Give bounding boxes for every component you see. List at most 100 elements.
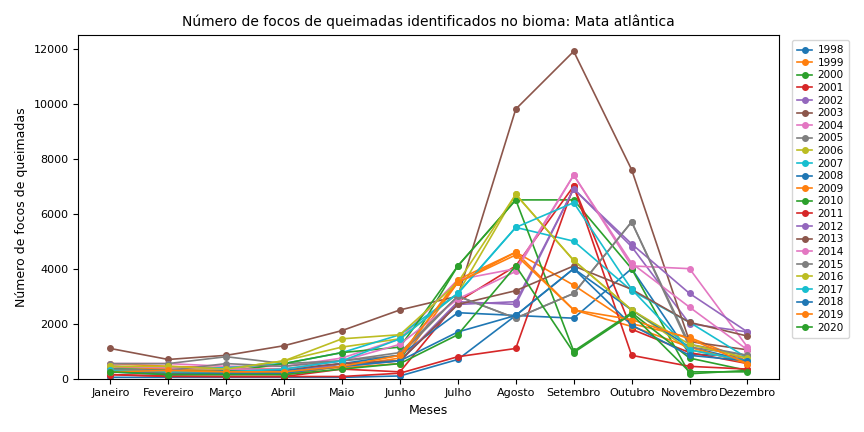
2013 xyxy=(221,369,232,375)
2015 xyxy=(511,316,521,321)
2016 xyxy=(453,280,463,285)
2002 xyxy=(453,302,463,307)
2005 xyxy=(221,354,232,359)
2007 xyxy=(742,356,753,361)
2006 xyxy=(221,366,232,372)
2000 xyxy=(511,197,521,203)
2018 xyxy=(221,371,232,376)
2001 xyxy=(684,350,695,355)
2011 xyxy=(163,374,174,379)
1998 xyxy=(163,375,174,380)
2003 xyxy=(569,49,579,54)
2019 xyxy=(684,336,695,341)
2000 xyxy=(626,266,637,271)
2016 xyxy=(395,332,405,337)
2012 xyxy=(163,371,174,376)
2009 xyxy=(279,372,289,377)
2020 xyxy=(279,372,289,377)
2001 xyxy=(626,327,637,332)
2017 xyxy=(279,366,289,372)
2015 xyxy=(453,294,463,299)
2018 xyxy=(395,358,405,363)
2009 xyxy=(626,324,637,329)
2004 xyxy=(279,364,289,369)
2000 xyxy=(395,358,405,363)
2016 xyxy=(684,342,695,347)
1998 xyxy=(337,375,347,380)
2008 xyxy=(337,361,347,366)
2017 xyxy=(163,369,174,375)
Line: 1998: 1998 xyxy=(107,266,750,380)
2012 xyxy=(569,186,579,191)
2008 xyxy=(221,368,232,373)
Line: 2007: 2007 xyxy=(107,225,750,372)
2000 xyxy=(105,366,116,372)
2016 xyxy=(511,192,521,197)
2018 xyxy=(569,266,579,271)
2009 xyxy=(337,364,347,369)
2018 xyxy=(163,372,174,377)
2010 xyxy=(337,350,347,355)
2005 xyxy=(569,291,579,296)
2001 xyxy=(569,184,579,189)
2016 xyxy=(163,364,174,369)
2000 xyxy=(279,371,289,376)
2002 xyxy=(395,358,405,363)
2000 xyxy=(569,197,579,203)
2008 xyxy=(105,366,116,372)
2005 xyxy=(453,294,463,299)
Line: 2010: 2010 xyxy=(107,197,750,375)
2017 xyxy=(221,369,232,375)
2011 xyxy=(569,184,579,189)
2008 xyxy=(395,353,405,358)
2020 xyxy=(221,372,232,377)
2013 xyxy=(569,264,579,269)
2019 xyxy=(163,368,174,373)
2019 xyxy=(337,364,347,369)
X-axis label: Meses: Meses xyxy=(410,404,448,417)
2010 xyxy=(453,264,463,269)
2003 xyxy=(221,353,232,358)
2019 xyxy=(105,369,116,375)
2020 xyxy=(626,311,637,317)
2009 xyxy=(453,277,463,282)
2019 xyxy=(511,252,521,257)
1999 xyxy=(511,250,521,255)
2016 xyxy=(569,258,579,263)
2006 xyxy=(684,347,695,353)
2009 xyxy=(569,307,579,312)
2013 xyxy=(279,366,289,372)
2009 xyxy=(105,364,116,369)
2015 xyxy=(684,344,695,349)
2001 xyxy=(337,366,347,372)
2007 xyxy=(453,291,463,296)
1998 xyxy=(511,313,521,318)
2009 xyxy=(684,344,695,349)
Line: 2000: 2000 xyxy=(107,197,750,377)
2015 xyxy=(626,219,637,225)
Line: 2012: 2012 xyxy=(107,186,750,378)
2017 xyxy=(453,291,463,296)
2008 xyxy=(511,313,521,318)
2005 xyxy=(684,342,695,347)
2002 xyxy=(684,321,695,326)
2019 xyxy=(569,307,579,312)
1999 xyxy=(337,365,347,370)
2019 xyxy=(626,317,637,322)
2005 xyxy=(279,361,289,366)
2000 xyxy=(742,368,753,373)
2014 xyxy=(453,296,463,302)
2009 xyxy=(221,369,232,375)
2003 xyxy=(511,107,521,112)
2013 xyxy=(453,302,463,307)
2018 xyxy=(626,322,637,327)
1999 xyxy=(569,283,579,288)
2014 xyxy=(569,172,579,178)
2018 xyxy=(279,371,289,376)
2018 xyxy=(684,353,695,358)
2009 xyxy=(163,366,174,372)
2001 xyxy=(221,374,232,379)
2004 xyxy=(684,266,695,271)
2012 xyxy=(105,369,116,375)
2014 xyxy=(742,347,753,353)
